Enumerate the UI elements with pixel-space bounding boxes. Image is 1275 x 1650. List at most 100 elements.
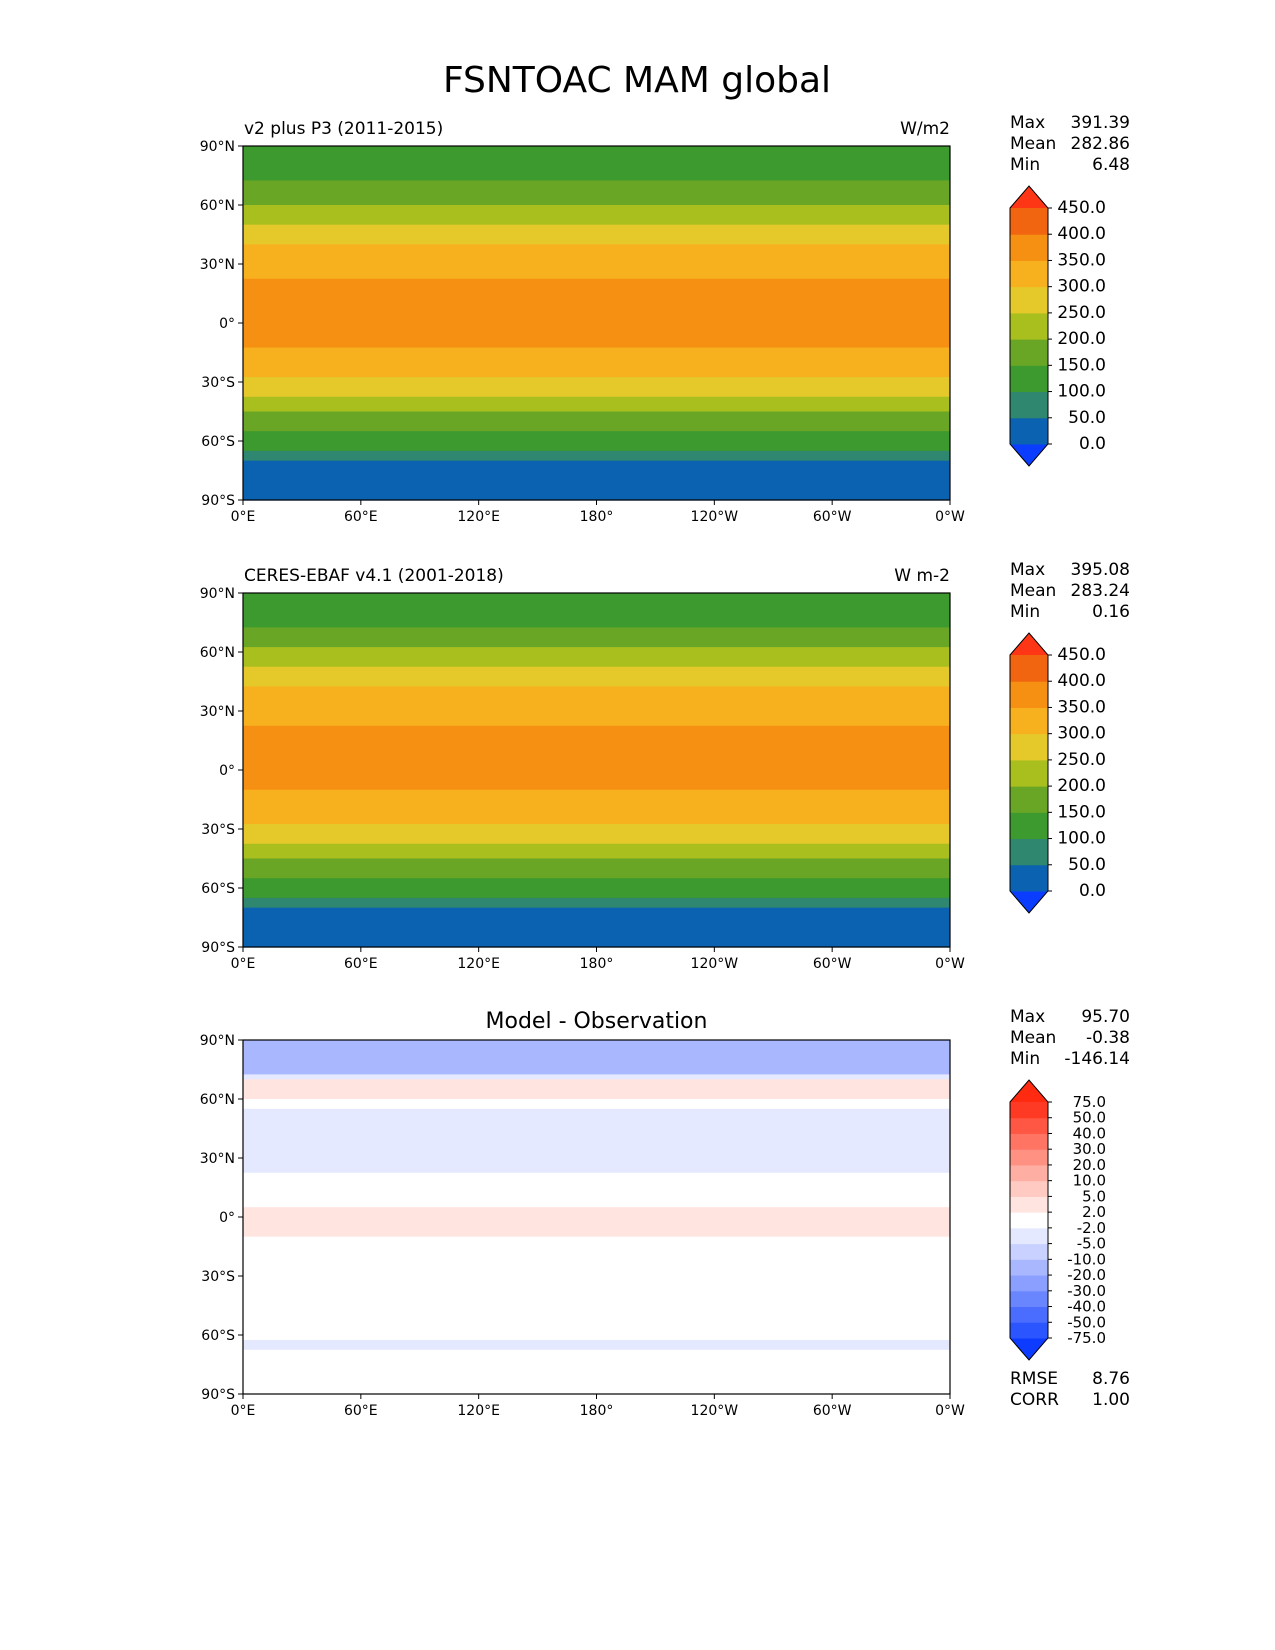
x-tick-label: 60°W [813,1403,852,1419]
field-band [243,1221,950,1228]
field-band [243,809,950,815]
colorbar-label: 150.0 [1057,355,1106,375]
field-band [243,1379,950,1385]
stat-value: 0.16 [1092,602,1130,622]
field-band [243,755,950,761]
stat-label: Mean [1010,581,1056,601]
field-band [243,1153,950,1159]
x-tick-label: 60°E [344,1403,378,1419]
stat-label: Min [1010,1049,1040,1069]
field-band [243,883,950,889]
field-band [243,1064,950,1071]
field-band [243,740,950,747]
colorbar-label: 50.0 [1068,408,1106,428]
field-band [243,254,950,260]
field-band [243,1054,950,1061]
colorbar-label: 5.0 [1082,1187,1106,1205]
colorbar-block [1010,1149,1048,1166]
field-band [243,1374,950,1380]
stat-value: 95.70 [1081,1007,1130,1027]
field-band [243,460,950,467]
field-band [243,666,950,673]
field-band [243,1158,950,1164]
field-band [243,1167,950,1174]
field-band [243,342,950,349]
panel-1: v2 plus P3 (2011-2015) W/m2 90°N 60°N 30°N 0°… [200,113,1130,525]
field-band [243,932,950,938]
field-band [243,1320,950,1326]
field-band [243,1335,950,1341]
field-band [243,229,950,236]
field-band [243,273,950,280]
field-band [243,824,950,830]
field-band [243,362,950,368]
field-band [243,686,950,692]
field-band [243,386,950,393]
bottom-stat-value: 8.76 [1092,1369,1130,1389]
bottom-stat-label: RMSE [1010,1369,1058,1389]
field-band [243,706,950,712]
field-band [243,200,950,206]
field-band [243,922,950,928]
colorbar-label: 2.0 [1082,1203,1106,1221]
colorbar-label: 0.0 [1079,434,1106,454]
field-band [243,1113,950,1120]
field-band [243,1217,950,1223]
x-tick-label: 0°E [231,509,256,525]
colorbar-label: 450.0 [1057,645,1106,665]
field-band [243,401,950,408]
colorbar-block [1010,286,1048,314]
field-band [243,597,950,604]
field-band [243,455,950,462]
field-band [243,1074,950,1080]
y-tick-label: 60°N [200,645,235,661]
y-tick-label: 60°S [201,1328,235,1344]
stat-value: 395.08 [1071,560,1130,580]
field-band [243,495,950,501]
field-band [243,441,950,447]
field-band [243,814,950,820]
colorbar-block [1010,733,1048,761]
colorbar-block [1010,260,1048,288]
field-band [243,1084,950,1090]
field-band [243,691,950,697]
colorbar-block [1010,655,1048,682]
colorbar-block [1010,1227,1048,1245]
x-tick-label: 120°E [457,509,500,525]
colorbar-block [1010,391,1048,419]
field-band [243,357,950,363]
y-tick-label: 30°S [201,375,235,391]
field-band [243,1364,950,1371]
stat-value: 283.24 [1071,581,1130,601]
field-band [243,175,950,182]
field-band [243,219,950,226]
field-band [243,323,950,329]
x-tick-label: 120°W [691,956,739,972]
field-band [243,1207,950,1213]
field-band [243,863,950,869]
field-band [243,165,950,172]
field-band [243,1177,950,1184]
colorbar-block [1010,208,1048,235]
colorbar-label: 75.0 [1073,1093,1106,1111]
field-band [243,1099,950,1105]
field-band [243,1069,950,1076]
colorbar-block [1010,1117,1048,1134]
field-band [243,347,950,354]
field-band [243,829,950,835]
field-band [243,853,950,860]
field-band [243,1339,950,1346]
field-band [243,180,950,186]
field-band [243,249,950,255]
field-band [243,1138,950,1144]
field-band [243,1384,950,1390]
x-tick-label: 0°W [935,1403,965,1419]
field-band [243,715,950,722]
field-band [243,431,950,437]
field-band [243,720,950,727]
colorbar-label: 350.0 [1057,250,1106,270]
field-band [243,185,950,191]
field-band [243,602,950,609]
colorbar: -75.0-50.0-40.0-30.0-20.0-10.0-5.0-2.02.… [1009,1079,1106,1361]
